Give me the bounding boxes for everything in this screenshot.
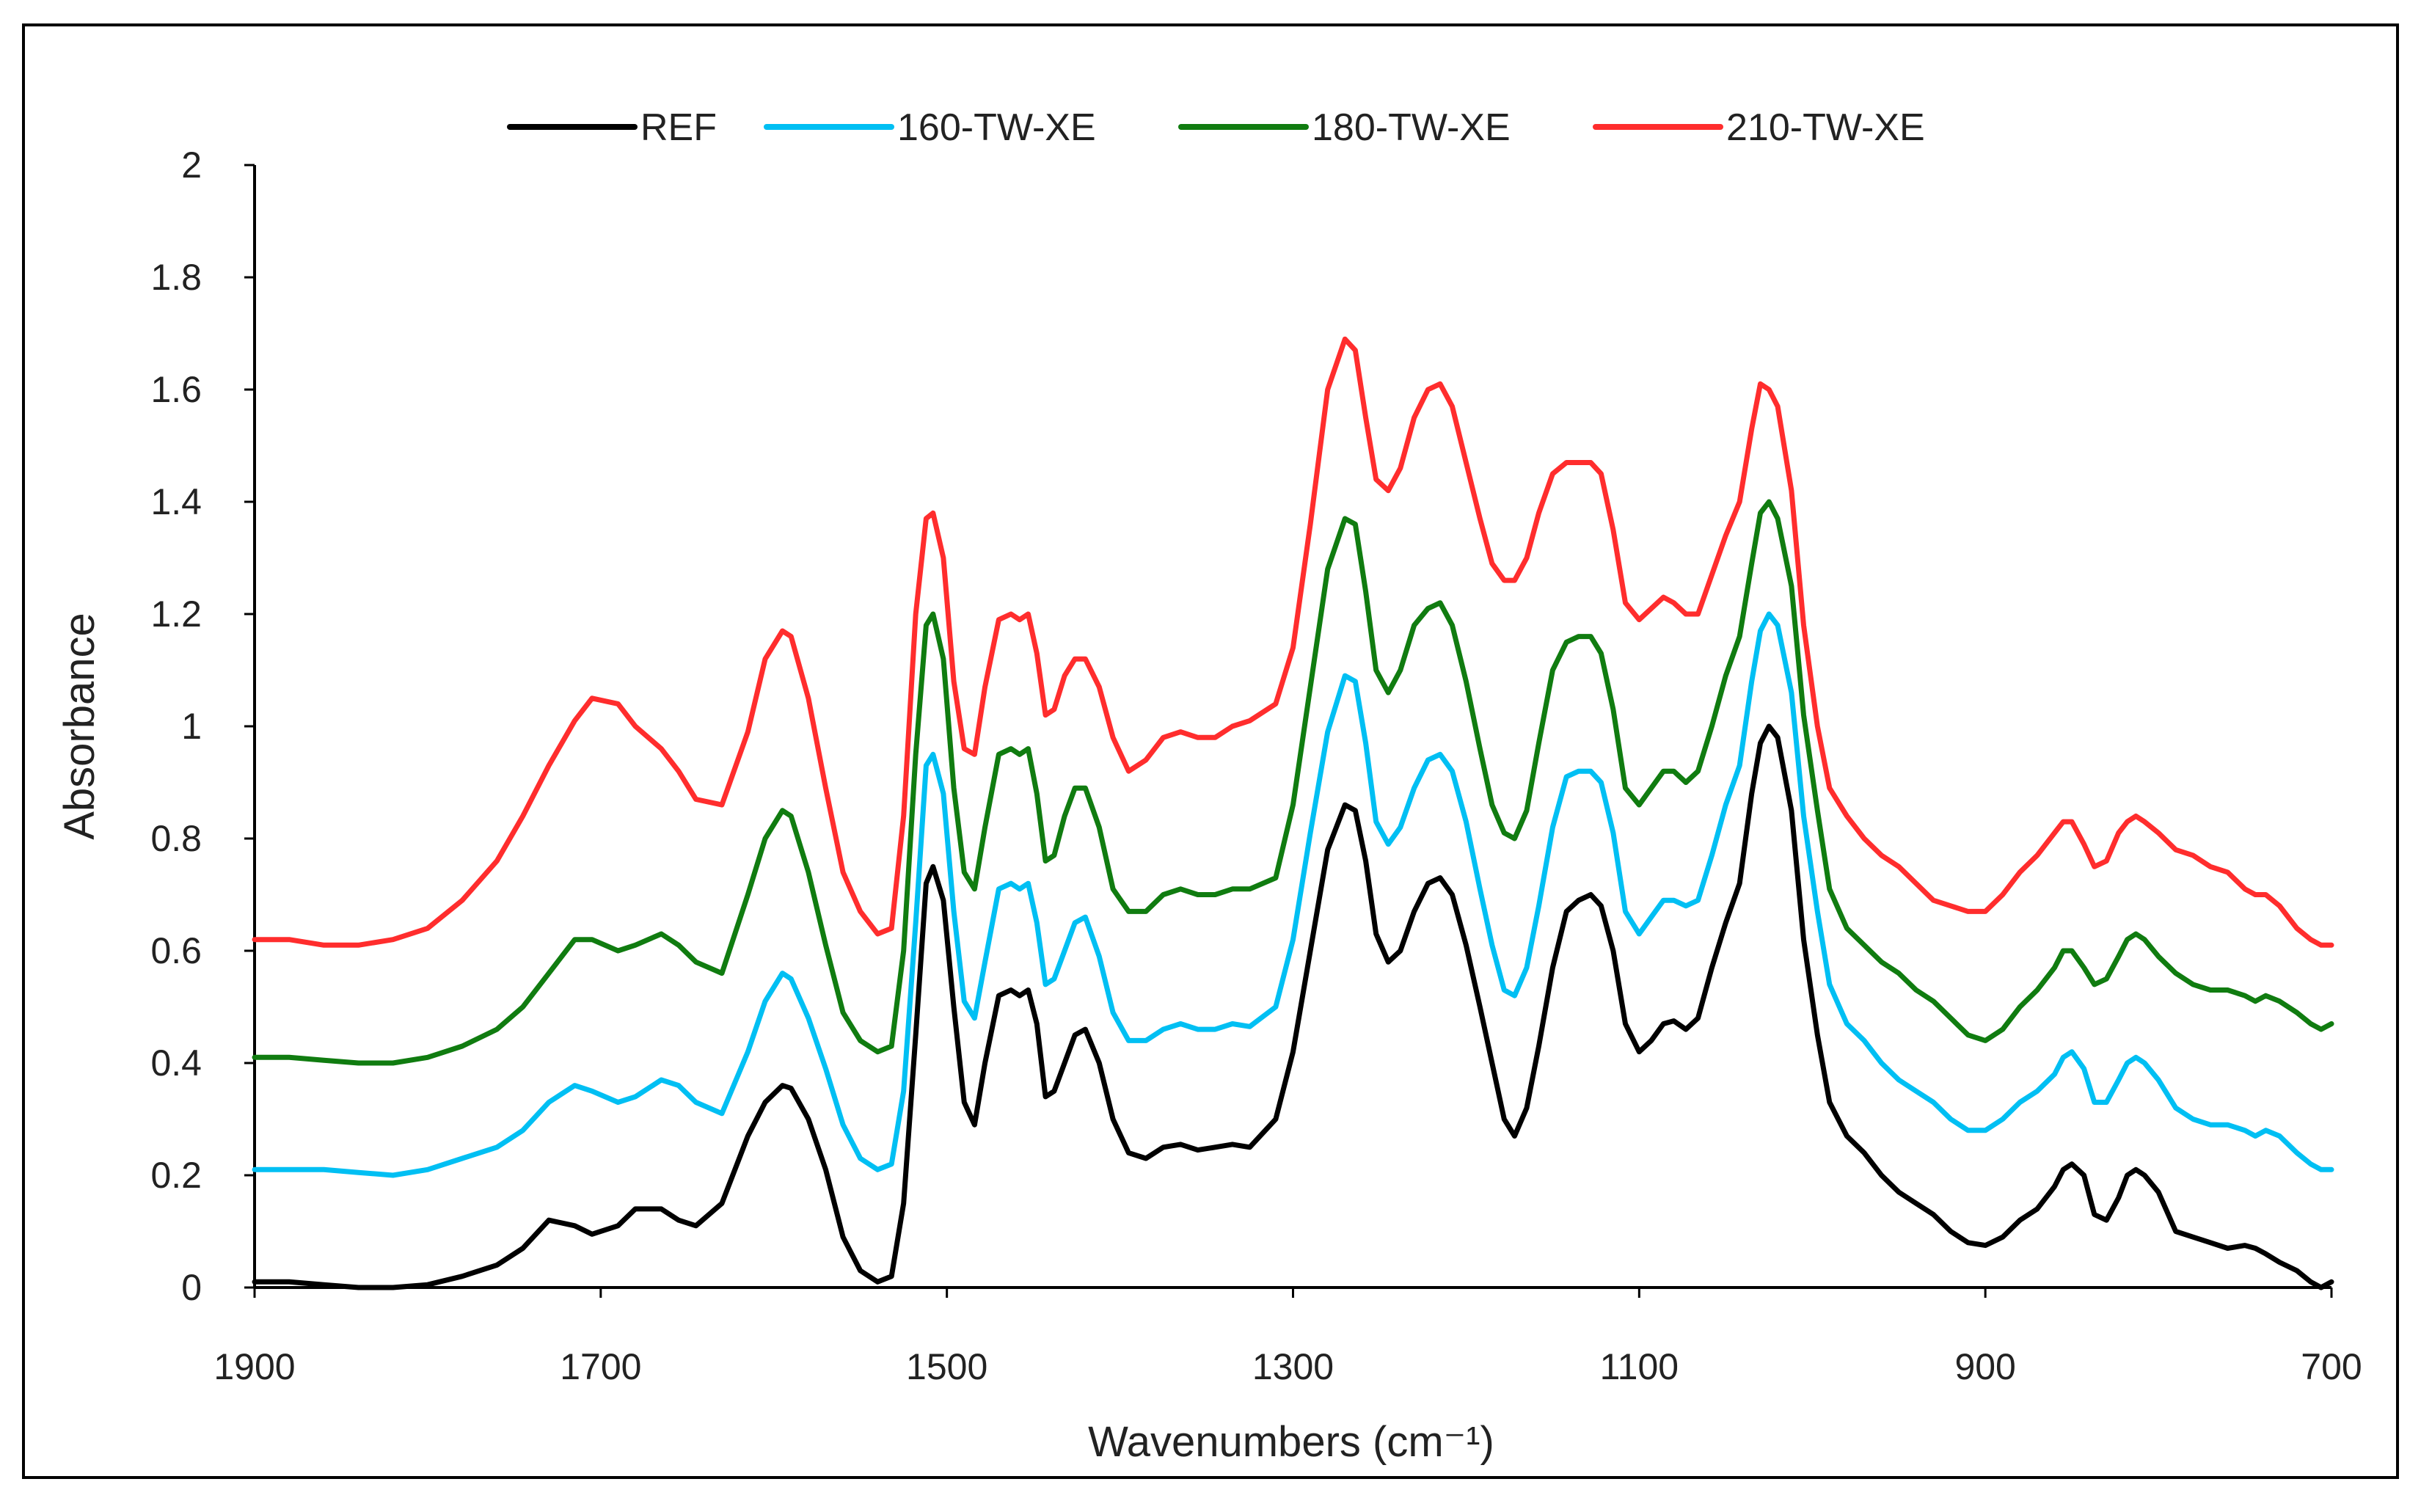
y-tick-label: 0 bbox=[181, 1267, 202, 1308]
x-tick-label: 1300 bbox=[1252, 1346, 1334, 1387]
legend: REF 160-TW-XE 180-TW-XE 210-TW-XE bbox=[507, 106, 1925, 149]
y-tick-label: 0.6 bbox=[150, 930, 202, 971]
y-tick-label: 2 bbox=[181, 145, 202, 186]
x-axis-title: Wavenumbers (cm⁻¹) bbox=[1088, 1418, 1494, 1466]
y-axis-title: Absorbance bbox=[56, 613, 103, 840]
series-lines bbox=[252, 336, 2334, 1290]
y-tick-label: 1.6 bbox=[150, 369, 202, 410]
legend-label: 160-TW-XE bbox=[897, 106, 1096, 149]
y-tick-label: 1.8 bbox=[150, 257, 202, 298]
y-tick-label: 1.2 bbox=[150, 594, 202, 635]
y-tick-label: 1 bbox=[181, 706, 202, 747]
x-tick-label: 1700 bbox=[560, 1346, 641, 1387]
x-tick-label: 1500 bbox=[906, 1346, 987, 1387]
series-line-160-tw-xe bbox=[252, 611, 2334, 1178]
x-tick-label: 700 bbox=[2301, 1346, 2362, 1387]
series-line-ref bbox=[252, 723, 2334, 1290]
y-tick-label: 0.4 bbox=[150, 1042, 202, 1084]
x-tick-label: 1100 bbox=[1600, 1346, 1679, 1387]
y-tick-label: 1.4 bbox=[150, 481, 202, 522]
legend-label: 180-TW-XE bbox=[1312, 106, 1511, 149]
series-line-180-tw-xe bbox=[252, 499, 2334, 1066]
y-tick-label: 0.8 bbox=[150, 818, 202, 859]
series-line-210-tw-xe bbox=[252, 336, 2334, 948]
axes: 0 0.2 0.4 0.6 0.8 1 1.2 1.4 1.6 1.8 2 1900 1700 1500 1… bbox=[150, 145, 2362, 1387]
legend-label: REF bbox=[640, 106, 717, 149]
y-tick-label: 0.2 bbox=[150, 1155, 202, 1196]
x-tick-label: 1900 bbox=[213, 1346, 295, 1387]
legend-label: 210-TW-XE bbox=[1726, 106, 1925, 149]
x-tick-label: 900 bbox=[1954, 1346, 2015, 1387]
